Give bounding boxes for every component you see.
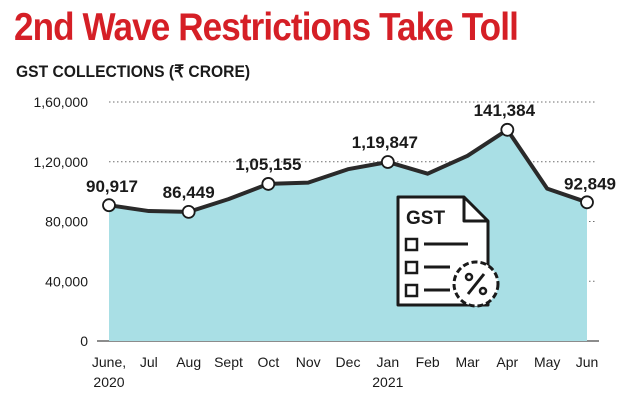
x-tick-label: Jan 2021 — [372, 354, 403, 390]
data-labels: 90,917 86,449 1,05,155 1,19,847 141,384 92,84… — [86, 101, 616, 202]
data-point-marker — [102, 198, 116, 213]
gst-invoice-icon: GST — [396, 195, 500, 308]
data-markers — [102, 122, 594, 219]
data-label: 92,849 — [564, 174, 616, 193]
y-axis: 0 40,000 80,000 1,20,000 1,60,000 — [34, 94, 89, 349]
data-point-marker — [580, 195, 594, 210]
y-tick-label: 1,20,000 — [34, 154, 89, 170]
plot-area — [108, 127, 588, 341]
data-label: 1,19,847 — [352, 133, 418, 152]
data-point-marker — [500, 122, 515, 137]
x-tick-label: Sept — [214, 354, 243, 370]
x-tick-label: Aug — [176, 354, 201, 370]
area-fill — [109, 129, 587, 341]
data-point-marker — [380, 155, 395, 169]
gst-icon-label: GST — [406, 208, 445, 229]
data-label: 90,917 — [86, 177, 138, 196]
x-tick-label: Feb — [416, 354, 440, 370]
x-tick-label: Oct — [257, 354, 279, 370]
y-tick-label: 0 — [80, 333, 88, 349]
x-tick-label: Dec — [336, 354, 361, 370]
data-label: 141,384 — [474, 101, 536, 120]
y-tick-label: 1,60,000 — [34, 94, 89, 110]
y-tick-label: 40,000 — [45, 273, 88, 289]
data-label: 1,05,155 — [235, 155, 301, 174]
x-tick-label: Mar — [455, 354, 479, 370]
x-axis: June, 2020 Jul Aug Sept Oct Nov Dec Jan 2021 Feb Ma… — [92, 354, 598, 390]
data-point-marker — [261, 177, 276, 191]
x-tick-label: June, 2020 — [92, 354, 126, 390]
x-tick-label: Jul — [140, 354, 158, 370]
x-tick-label: Nov — [296, 354, 321, 370]
data-label: 86,449 — [163, 183, 215, 202]
data-point-marker — [181, 204, 196, 219]
x-tick-label: Jun — [576, 354, 599, 370]
x-tick-label: Apr — [496, 354, 518, 370]
x-tick-label: May — [534, 354, 560, 370]
chart-subtitle: GST COLLECTIONS (₹ CRORE) — [16, 62, 251, 81]
y-tick-label: 80,000 — [45, 214, 88, 230]
chart-title: 2nd Wave Restrictions Take Toll — [14, 6, 519, 49]
